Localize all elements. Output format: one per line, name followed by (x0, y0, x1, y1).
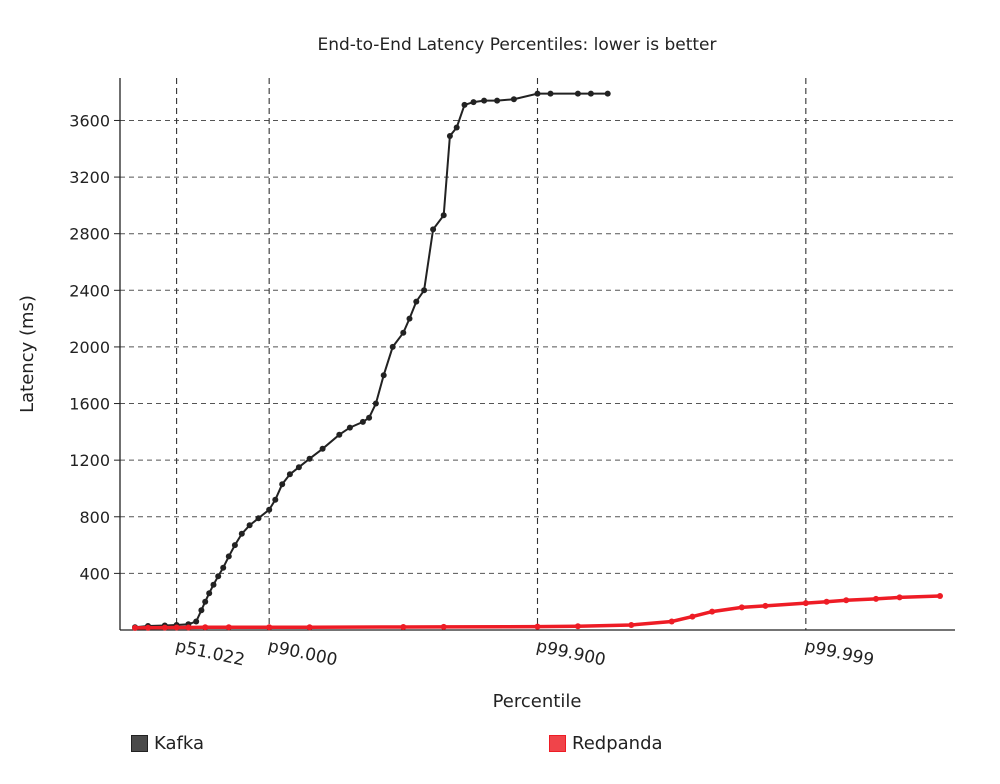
y-tick-label: 3200 (69, 168, 110, 187)
data-point-kafka (336, 431, 343, 438)
data-point-redpanda (873, 595, 879, 602)
y-tick-label: 2800 (69, 225, 110, 244)
data-point-kafka (372, 400, 379, 407)
y-tick-label: 400 (79, 564, 110, 583)
data-point-kafka (406, 315, 413, 322)
x-tick-label: p51.022 (174, 636, 247, 670)
data-point-redpanda (668, 618, 675, 625)
data-point-kafka (494, 97, 501, 104)
data-point-kafka (295, 464, 302, 471)
data-point-redpanda (132, 624, 138, 631)
legend-label-kafka: Kafka (154, 733, 204, 754)
data-point-redpanda (628, 622, 635, 628)
data-point-kafka (440, 212, 447, 219)
data-point-kafka (279, 481, 286, 488)
legend-item-redpanda: Redpanda (549, 733, 663, 754)
vertical-gridlines (176, 78, 807, 630)
data-point-kafka (430, 226, 437, 233)
series-layer (132, 90, 943, 631)
kafka-swatch (131, 735, 148, 752)
y-tick-label: 3600 (69, 111, 110, 130)
y-tick-label: 800 (79, 508, 110, 527)
data-point-kafka (210, 581, 217, 588)
data-point-kafka (225, 553, 232, 560)
x-tick-label: p90.000 (266, 636, 339, 670)
data-point-redpanda (823, 598, 830, 605)
x-axis-label: Percentile (493, 691, 582, 712)
data-point-kafka (421, 287, 428, 294)
data-point-kafka (319, 445, 326, 452)
data-point-redpanda (709, 608, 716, 615)
x-tick-label: p99.999 (803, 636, 876, 670)
data-point-kafka (220, 564, 227, 571)
data-point-redpanda (145, 624, 151, 631)
data-point-kafka (413, 298, 420, 305)
data-point-kafka (446, 133, 453, 139)
data-point-kafka (389, 343, 396, 350)
data-point-redpanda (534, 623, 541, 630)
data-point-redpanda (738, 604, 745, 611)
data-point-redpanda (266, 624, 273, 631)
data-point-redpanda (306, 624, 313, 631)
data-point-redpanda (843, 597, 850, 604)
series-kafka (132, 90, 611, 631)
data-point-kafka (206, 590, 213, 597)
data-point-redpanda (225, 624, 232, 631)
data-point-kafka (461, 101, 468, 108)
y-axis-label: Latency (ms) (17, 295, 38, 413)
x-tick-label: p99.900 (534, 636, 607, 670)
data-point-kafka (238, 530, 245, 537)
data-point-kafka (510, 96, 517, 103)
data-point-kafka (587, 90, 594, 97)
data-point-kafka (198, 607, 205, 614)
data-point-kafka (453, 124, 460, 131)
data-point-redpanda (202, 624, 209, 631)
data-point-kafka (359, 418, 366, 425)
y-tick-labels: 400 800 1200 1600 2000 2400 2800 3200 3600 (69, 111, 120, 583)
data-point-kafka (366, 414, 373, 421)
data-point-kafka (286, 471, 293, 478)
data-point-redpanda (802, 600, 809, 607)
data-point-redpanda (574, 623, 581, 630)
data-point-kafka (193, 618, 200, 625)
data-point-kafka (306, 455, 313, 462)
data-point-kafka (272, 496, 279, 503)
data-point-kafka (574, 90, 581, 97)
data-point-redpanda (689, 613, 696, 620)
data-point-kafka (255, 515, 262, 522)
y-tick-label: 2000 (69, 338, 110, 357)
data-point-redpanda (762, 602, 769, 609)
data-point-kafka (547, 90, 554, 97)
series-redpanda (132, 593, 943, 631)
series-line-kafka (134, 92, 608, 629)
data-point-kafka (246, 522, 253, 529)
data-point-kafka (215, 573, 222, 580)
data-point-kafka (346, 424, 353, 431)
data-point-kafka (604, 90, 611, 97)
redpanda-swatch (549, 735, 566, 752)
y-tick-label: 1200 (69, 451, 110, 470)
x-tick-labels: p51.022 p90.000 p99.900 p99.999 (174, 636, 876, 670)
y-tick-label: 2400 (69, 281, 110, 300)
data-point-kafka (534, 90, 541, 97)
data-point-redpanda (896, 594, 903, 601)
chart-title: End-to-End Latency Percentiles: lower is… (317, 35, 716, 55)
data-point-kafka (481, 97, 488, 104)
data-point-redpanda (161, 624, 168, 631)
data-point-kafka (400, 329, 407, 336)
data-point-redpanda (937, 593, 943, 599)
data-point-kafka (470, 99, 477, 106)
data-point-redpanda (185, 624, 192, 631)
legend-label-redpanda: Redpanda (572, 733, 663, 754)
data-point-redpanda (400, 624, 407, 630)
data-point-kafka (202, 598, 209, 605)
data-point-redpanda (440, 623, 447, 630)
data-point-kafka (231, 542, 238, 549)
data-point-kafka (266, 506, 273, 513)
data-point-redpanda (173, 624, 180, 631)
data-point-kafka (380, 372, 387, 379)
y-tick-label: 1600 (69, 395, 110, 414)
legend-item-kafka: Kafka (131, 733, 204, 754)
